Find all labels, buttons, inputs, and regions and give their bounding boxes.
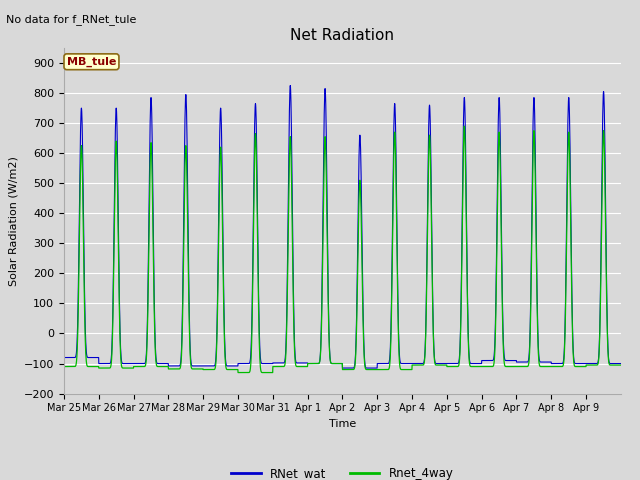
RNet_wat [532,209,540,215]
RNet_wat [287,83,294,88]
Rnet_4way [174,366,182,372]
RNet_wat [414,360,422,366]
Rnet_4way [414,362,422,368]
Rnet_4way [611,362,619,368]
Rnet_4way [463,278,471,284]
Text: MB_tule: MB_tule [67,57,116,67]
RNet_wat [611,360,619,366]
Rnet_4way [461,123,468,129]
RNet_wat [463,266,471,272]
Line: RNet_wat: RNet_wat [64,85,621,368]
Rnet_4way [234,370,242,375]
Y-axis label: Solar Radiation (W/m2): Solar Radiation (W/m2) [8,156,18,286]
Rnet_4way [60,364,68,370]
RNet_wat [499,309,506,314]
RNet_wat [60,355,68,360]
RNet_wat [174,363,182,369]
Legend: RNet_wat, Rnet_4way: RNet_wat, Rnet_4way [227,462,458,480]
Title: Net Radiation: Net Radiation [291,28,394,43]
Rnet_4way [617,362,625,368]
Rnet_4way [499,320,506,326]
Line: Rnet_4way: Rnet_4way [64,126,621,372]
Rnet_4way [532,230,540,236]
Text: No data for f_RNet_tule: No data for f_RNet_tule [6,14,137,25]
RNet_wat [339,365,346,371]
RNet_wat [617,360,625,366]
X-axis label: Time: Time [329,419,356,429]
